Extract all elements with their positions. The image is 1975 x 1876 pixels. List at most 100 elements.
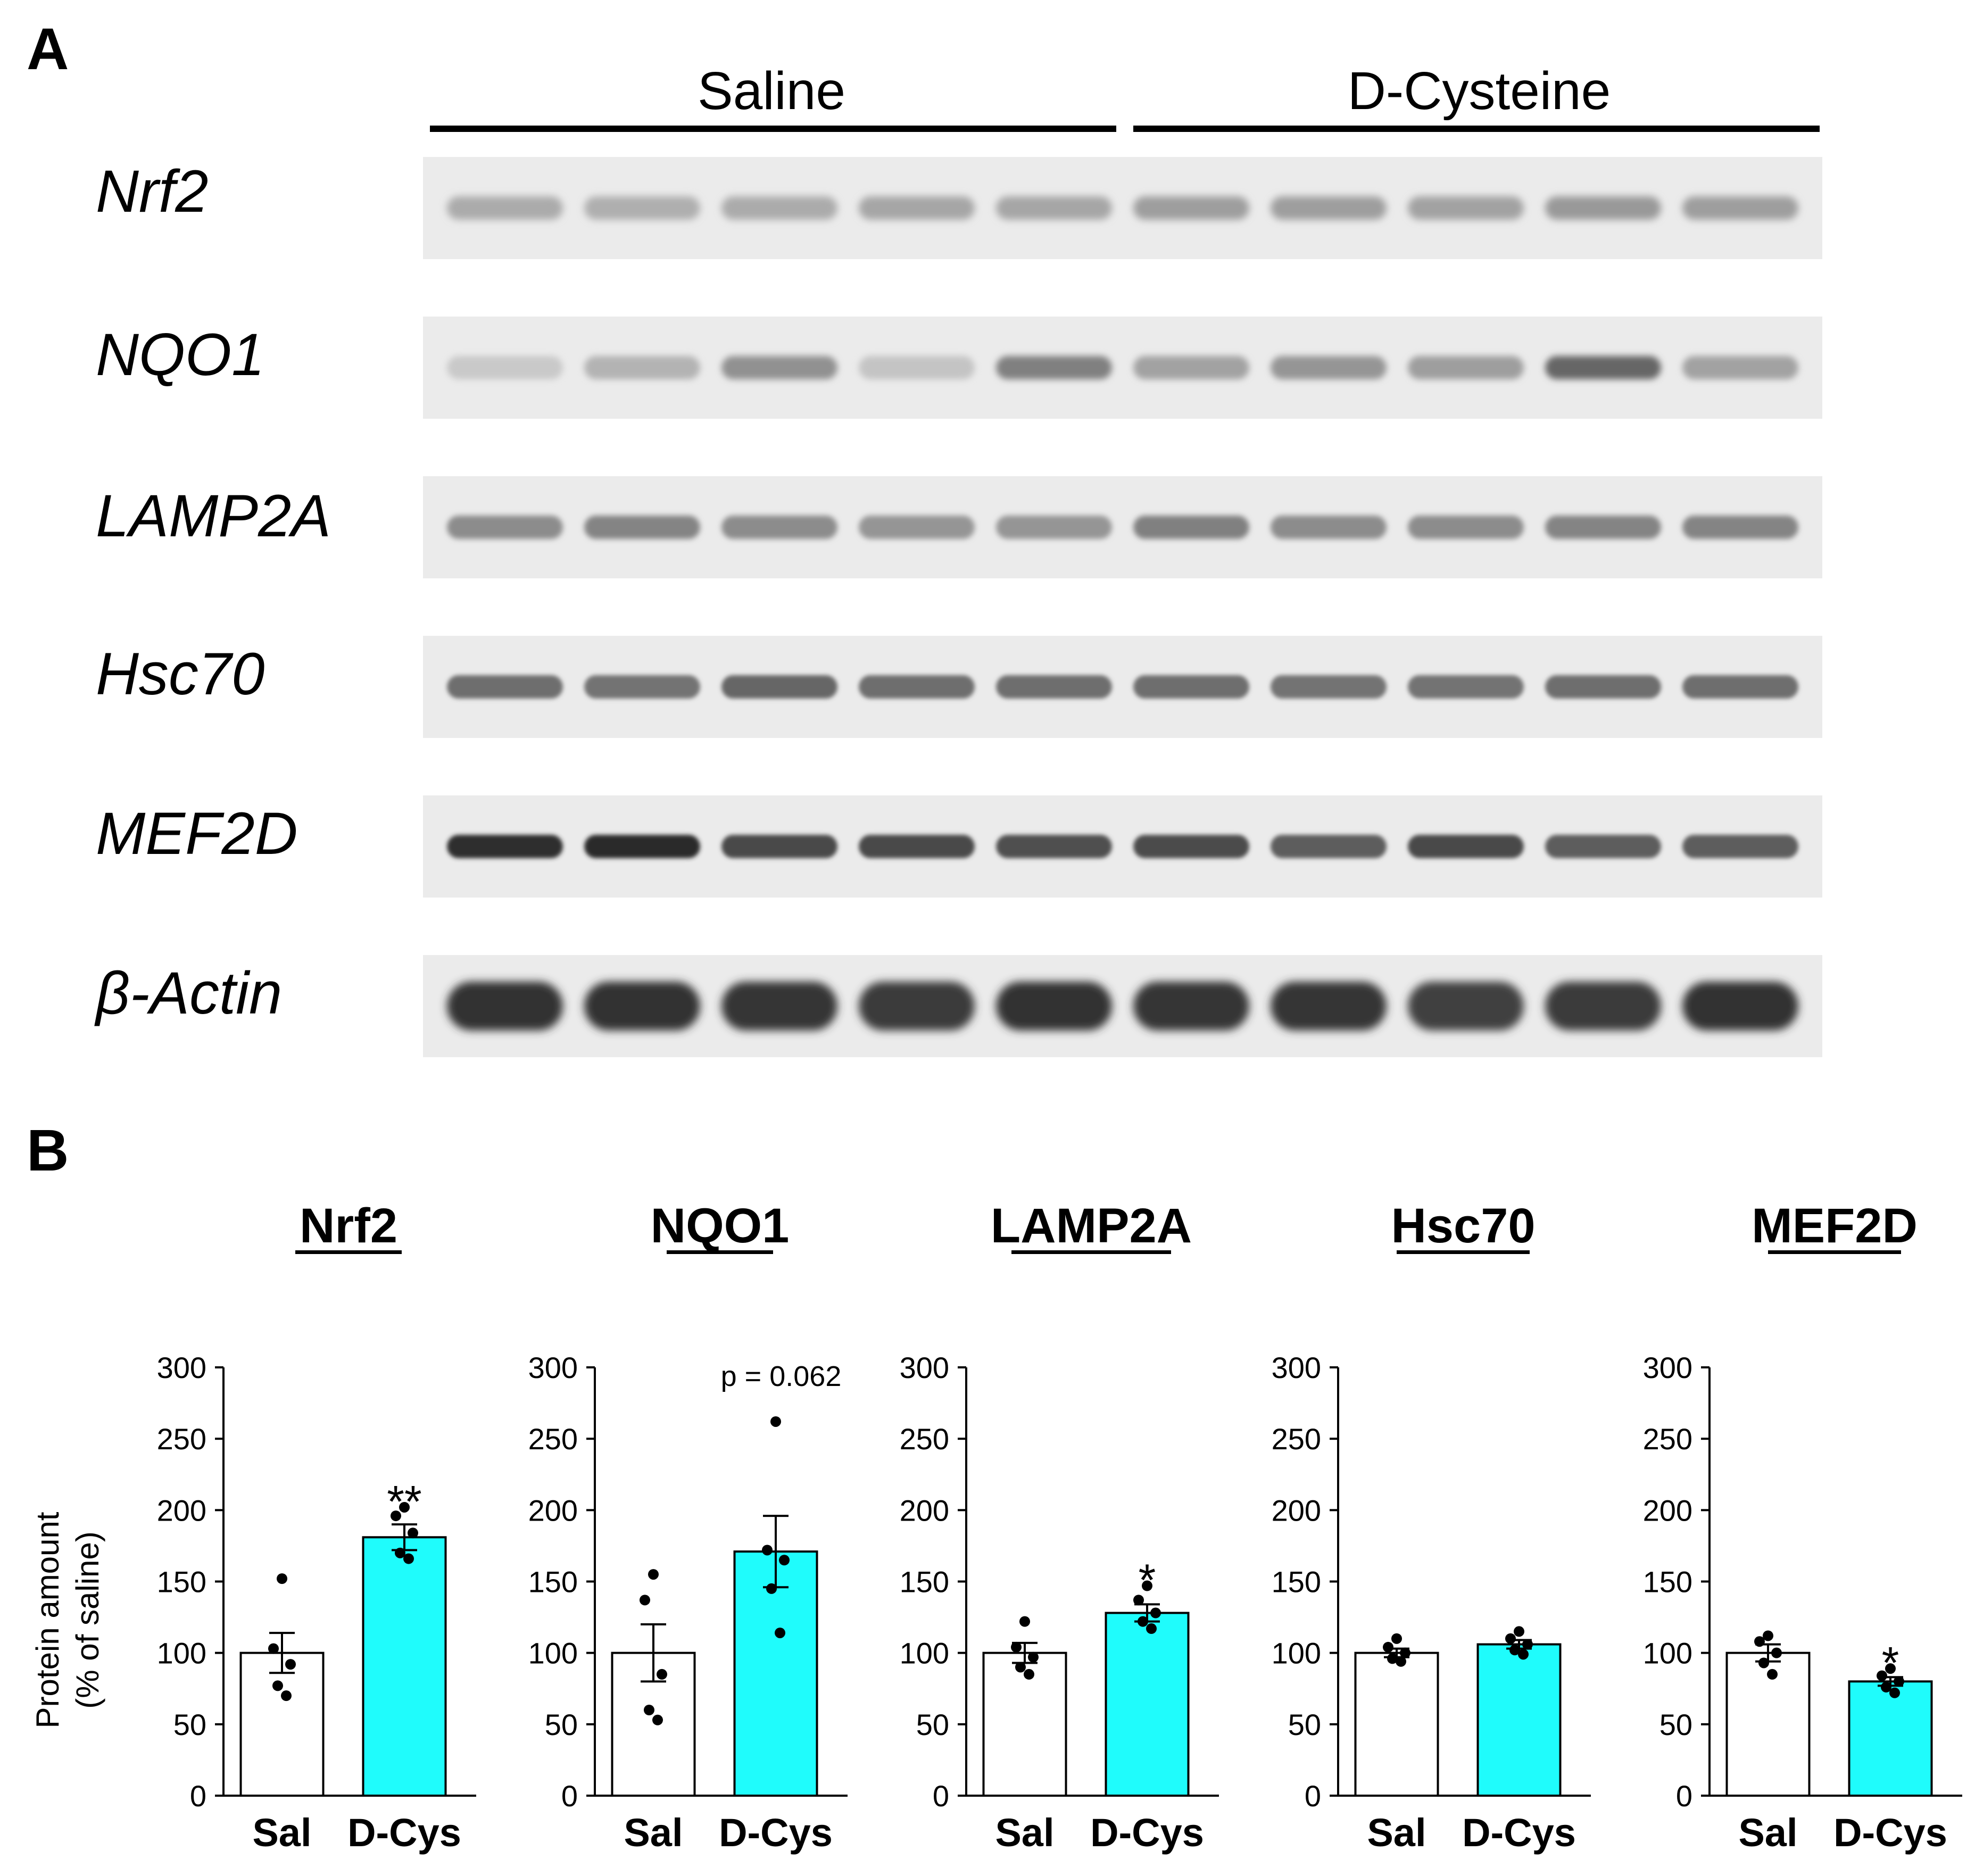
data-point [1522, 1639, 1533, 1650]
blot-band [1133, 835, 1249, 858]
blot-band [859, 356, 975, 379]
data-point [1758, 1657, 1769, 1669]
data-point [1028, 1651, 1039, 1663]
panel-a: A Saline D-Cysteine Nrf2 NQO1 LAMP2A Hsc70 M… [27, 16, 1822, 1057]
blot-band [859, 982, 975, 1031]
data-point [640, 1595, 650, 1606]
chart-nqo1: NQO1 0 50 100 150 200 250 300 Sal D-Cys p = 0.062 [528, 1199, 848, 1855]
data-point [268, 1643, 279, 1654]
blot-band [1408, 835, 1524, 858]
data-point [272, 1680, 283, 1691]
blot-row-hsc70: Hsc70 [96, 636, 1822, 738]
y-tick-label: 150 [157, 1565, 206, 1599]
y-tick-label: 250 [157, 1422, 206, 1456]
blot-band [1271, 356, 1387, 379]
blot-band [721, 516, 837, 539]
data-point [1019, 1616, 1030, 1627]
data-point [1138, 1616, 1148, 1627]
blot-band [447, 516, 563, 539]
y-tick-label: 0 [190, 1779, 206, 1813]
blot-band [1408, 196, 1524, 220]
category-label-d-cys: D-Cys [347, 1811, 461, 1855]
y-tick-label: 300 [157, 1351, 206, 1384]
group-bar-d-cysteine [1133, 126, 1820, 132]
chart-nrf2: Nrf2 0 50 100 150 200 250 300 Sal D-Cys ** [157, 1199, 476, 1855]
blot-band [1682, 835, 1798, 858]
y-tick-label: 100 [157, 1637, 206, 1670]
chart-title: Hsc70 [1391, 1199, 1535, 1253]
y-tick-label: 50 [545, 1708, 578, 1741]
data-point [775, 1628, 785, 1639]
data-point [1877, 1670, 1887, 1681]
data-point [1505, 1633, 1516, 1644]
blot-band [447, 196, 563, 220]
y-tick-label: 300 [1272, 1351, 1321, 1384]
chart-title-underline [667, 1250, 773, 1254]
data-point [1889, 1687, 1900, 1698]
y-tick-label: 250 [528, 1422, 578, 1456]
chart-title-underline [1011, 1250, 1171, 1254]
y-tick-label: 100 [900, 1637, 949, 1670]
blot-band [1271, 675, 1387, 699]
blot-band [721, 675, 837, 699]
blot-band [447, 982, 563, 1031]
blot-band [1545, 196, 1661, 220]
blot-band [996, 675, 1112, 699]
y-tick-label: 0 [1676, 1779, 1692, 1813]
data-point [1767, 1669, 1778, 1680]
data-point [285, 1659, 296, 1670]
blot-band [1271, 982, 1387, 1031]
blot-band [1682, 196, 1798, 220]
y-axis-title-line-2: (% of saline) [70, 1531, 105, 1708]
y-tick-label: 50 [1659, 1708, 1692, 1741]
y-tick-label: 0 [561, 1779, 578, 1813]
y-tick-label: 100 [1272, 1637, 1321, 1670]
data-point [281, 1690, 292, 1701]
data-point [408, 1528, 418, 1539]
blot-band [1133, 982, 1249, 1031]
blot-band [1545, 835, 1661, 858]
data-point [1885, 1663, 1896, 1674]
y-tick-label: 250 [900, 1422, 949, 1456]
y-tick-label: 150 [528, 1565, 578, 1599]
bar-d-cys [362, 1536, 447, 1797]
y-tick-label: 0 [933, 1779, 949, 1813]
data-point [1754, 1636, 1765, 1647]
category-label-d-cys: D-Cys [1462, 1811, 1576, 1855]
y-tick-label: 150 [1272, 1565, 1321, 1599]
blot-label-hsc70: Hsc70 [96, 641, 264, 707]
data-point [1142, 1580, 1152, 1591]
blot-band [1408, 516, 1524, 539]
blot-band [1133, 356, 1249, 379]
chart-title: Nrf2 [300, 1199, 397, 1253]
data-point [1024, 1669, 1034, 1680]
chart-title: NQO1 [651, 1199, 790, 1253]
blot-band [996, 356, 1112, 379]
y-tick-label: 200 [1272, 1493, 1321, 1527]
blot-band [996, 516, 1112, 539]
y-axis-title-line-1: Protein amount [30, 1512, 65, 1728]
blot-band [1271, 835, 1387, 858]
blot-band [996, 196, 1112, 220]
blot-label-nqo1: NQO1 [96, 321, 264, 388]
blot-band [584, 356, 700, 379]
blot-band [1133, 675, 1249, 699]
blot-band [859, 675, 975, 699]
data-point [403, 1553, 414, 1564]
blot-band [859, 196, 975, 220]
blot-row-lamp2a: LAMP2A [96, 476, 1822, 578]
blot-band [1133, 196, 1249, 220]
group-label-d-cysteine: D-Cysteine [1348, 61, 1611, 121]
y-tick-label: 200 [528, 1493, 578, 1527]
data-point [657, 1669, 667, 1680]
y-tick-label: 200 [1643, 1493, 1692, 1527]
blot-band [1408, 356, 1524, 379]
data-point [1391, 1633, 1402, 1644]
category-label-sal: Sal [1738, 1811, 1797, 1855]
data-point [1146, 1623, 1157, 1634]
blot-band [721, 982, 837, 1031]
category-label-sal: Sal [624, 1811, 683, 1855]
blot-band [584, 516, 700, 539]
blot-band [1545, 982, 1661, 1031]
